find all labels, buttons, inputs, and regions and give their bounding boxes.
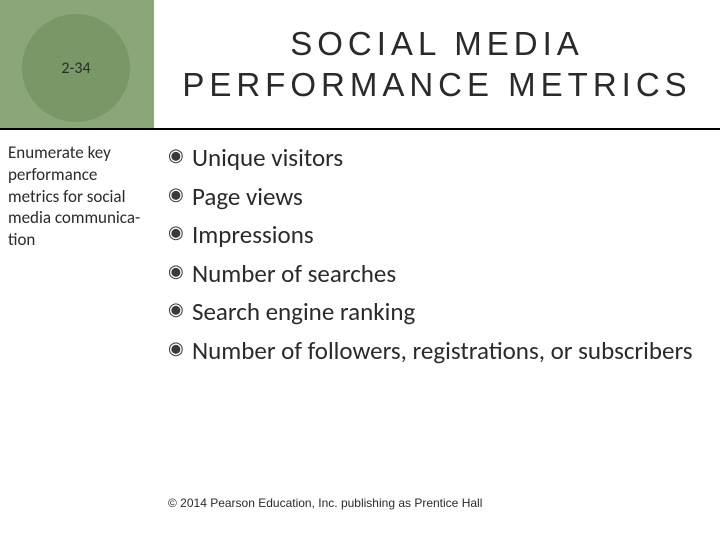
- list-item: ◉ Impressions: [168, 219, 708, 252]
- list-item-text: Unique visitors: [192, 142, 343, 175]
- header-divider: [0, 128, 720, 130]
- list-item: ◉ Unique visitors: [168, 142, 708, 175]
- copyright-footer: © 2014 Pearson Education, Inc. publishin…: [168, 496, 482, 510]
- slide-title: SOCIAL MEDIA PERFORMANCE METRICS: [166, 23, 708, 106]
- list-item-text: Impressions: [192, 219, 314, 252]
- content-area: ◉ Unique visitors ◉ Page views ◉ Impress…: [168, 142, 708, 373]
- bullet-icon: ◉: [168, 335, 192, 362]
- slide-number-area: 2-34: [0, 0, 154, 128]
- list-item-text: Page views: [192, 181, 303, 214]
- metrics-list: ◉ Unique visitors ◉ Page views ◉ Impress…: [168, 142, 708, 367]
- list-item-text: Number of searches: [192, 258, 396, 291]
- bullet-icon: ◉: [168, 181, 192, 208]
- slide: 2-34 SOCIAL MEDIA PERFORMANCE METRICS En…: [0, 0, 720, 540]
- bullet-icon: ◉: [168, 296, 192, 323]
- slide-number-circle: 2-34: [22, 14, 130, 122]
- list-item-text: Number of followers, registrations, or s…: [192, 335, 693, 368]
- sidebar-objective: Enumerate key performance metrics for so…: [8, 142, 148, 251]
- bullet-icon: ◉: [168, 219, 192, 246]
- slide-number: 2-34: [61, 59, 90, 78]
- list-item: ◉ Number of followers, registrations, or…: [168, 335, 708, 368]
- bullet-icon: ◉: [168, 142, 192, 169]
- list-item: ◉ Number of searches: [168, 258, 708, 291]
- list-item-text: Search engine ranking: [192, 296, 415, 329]
- title-band: SOCIAL MEDIA PERFORMANCE METRICS: [154, 0, 720, 128]
- bullet-icon: ◉: [168, 258, 192, 285]
- list-item: ◉ Page views: [168, 181, 708, 214]
- list-item: ◉ Search engine ranking: [168, 296, 708, 329]
